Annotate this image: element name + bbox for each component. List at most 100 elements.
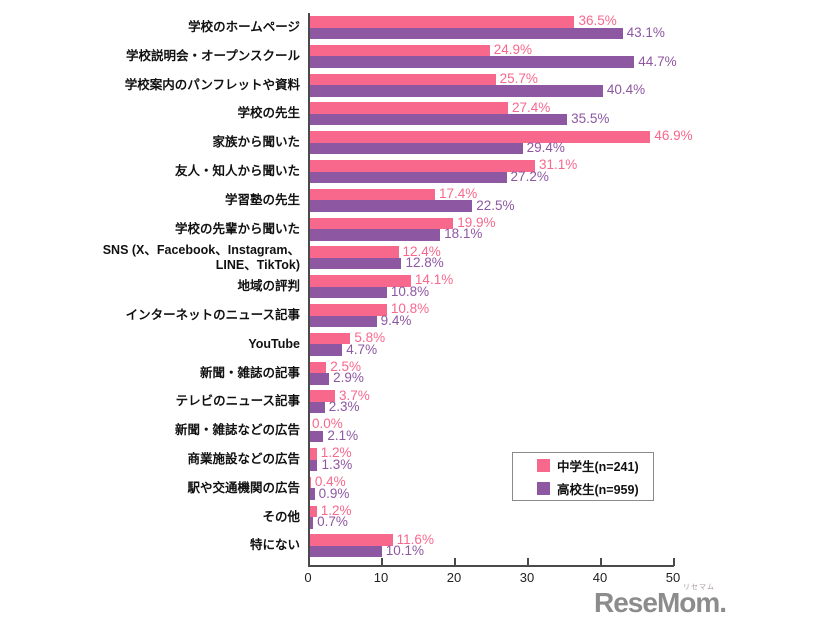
legend-swatch-1 <box>537 481 550 495</box>
bar-series-1 <box>308 171 507 183</box>
x-tick-label: 50 <box>665 570 681 585</box>
legend-label-0: 中学生(n=241) <box>557 459 639 474</box>
value-label-series-0: 36.5% <box>578 13 617 29</box>
bar-series-0 <box>308 73 496 86</box>
bar-series-1 <box>308 142 523 155</box>
value-label-series-1: 2.1% <box>327 427 359 443</box>
value-label-series-0: 24.9% <box>493 42 533 58</box>
bar-series-0 <box>308 102 509 114</box>
value-label-series-1: 22.5% <box>476 197 515 213</box>
bar-series-1 <box>308 373 330 385</box>
x-tick-mark <box>308 558 310 566</box>
resemom-logo: リセマム ReseMom. <box>594 581 727 619</box>
legend: 中学生(n=241) 高校生(n=959) <box>512 452 654 501</box>
bar-series-0 <box>308 390 335 402</box>
category-label: 学校のホームページ <box>188 20 300 34</box>
bar-series-1 <box>308 545 382 558</box>
value-label-series-1: 4.7% <box>346 341 378 357</box>
bar-series-1 <box>308 430 324 443</box>
bar-series-1 <box>308 401 325 414</box>
x-tick-label: 0 <box>304 570 312 585</box>
bar-series-1 <box>308 315 377 327</box>
category-label: 新聞・雑誌などの広告 <box>174 423 300 438</box>
value-label-series-0: 14.1% <box>414 272 454 288</box>
x-axis-line <box>308 565 674 567</box>
bar-series-0 <box>308 534 393 546</box>
value-label-series-0: 2.5% <box>330 358 362 374</box>
x-tick-label: 40 <box>592 570 608 585</box>
x-tick-mark <box>600 558 602 566</box>
bar-series-0 <box>308 217 454 230</box>
category-label: 学校の先生 <box>237 106 300 121</box>
legend-label-1: 高校生(n=959) <box>557 482 639 497</box>
bar-series-0 <box>308 16 575 28</box>
value-label-series-0: 0.4% <box>314 474 346 490</box>
value-label-series-1: 10.1% <box>385 543 424 559</box>
category-label: 特にない <box>249 538 300 553</box>
category-label: SNS (X、Facebook、Instagram、 LINE、TikTok) <box>102 242 300 272</box>
category-label: 家族から聞いた <box>212 135 300 150</box>
value-label-series-1: 10.8% <box>390 283 430 299</box>
value-label-series-0: 0.0% <box>312 416 343 432</box>
bar-series-0 <box>308 332 351 345</box>
x-tick-mark <box>381 558 383 566</box>
legend-item-0: 中学生(n=241) <box>537 456 653 475</box>
value-label-series-1: 35.5% <box>571 111 610 127</box>
x-tick-label: 10 <box>373 570 389 585</box>
bar-series-1 <box>308 113 568 126</box>
bar-series-0 <box>308 505 317 518</box>
value-label-series-1: 2.3% <box>328 399 360 415</box>
x-tick-label: 30 <box>519 570 535 585</box>
category-label: 学校説明会・オープンスクール <box>125 48 300 63</box>
value-label-series-1: 1.3% <box>321 456 353 472</box>
x-tick-label: 20 <box>446 570 462 585</box>
value-label-series-1: 29.4% <box>526 139 565 155</box>
bar-series-0 <box>308 246 399 258</box>
bar-series-0 <box>308 188 436 201</box>
value-label-series-1: 9.4% <box>380 312 412 328</box>
value-label-series-1: 44.7% <box>638 53 677 69</box>
category-label: 友人・知人から聞いた <box>174 164 300 178</box>
bar-series-0 <box>308 131 651 143</box>
bar-series-0 <box>308 44 490 57</box>
bar-series-1 <box>308 257 402 270</box>
legend-item-1: 高校生(n=959) <box>537 479 653 498</box>
logo-text: ReseMom. <box>594 587 727 618</box>
value-label-series-0: 1.2% <box>320 502 352 518</box>
logo-ruby-text: リセマム <box>683 584 715 591</box>
category-label: 学校の先輩から聞いた <box>174 221 300 236</box>
value-label-series-1: 40.4% <box>606 82 646 98</box>
value-label-series-1: 2.9% <box>333 370 364 386</box>
value-label-series-1: 18.1% <box>444 226 483 242</box>
bar-series-1 <box>308 286 387 299</box>
value-label-series-0: 12.4% <box>402 243 441 259</box>
value-label-series-0: 3.7% <box>339 387 370 403</box>
value-label-series-1: 27.2% <box>510 168 549 184</box>
bar-series-1 <box>308 85 603 97</box>
bar-series-1 <box>308 200 473 212</box>
x-tick-mark <box>527 558 529 566</box>
category-label: 地域の評判 <box>237 279 300 294</box>
bar-series-1 <box>308 27 623 39</box>
category-label: 学習塾の先生 <box>224 192 300 207</box>
category-label: 商業施設などの広告 <box>187 452 300 466</box>
bar-series-1 <box>308 517 314 529</box>
category-label: 駅や交通機関の広告 <box>187 480 300 495</box>
value-label-series-1: 12.8% <box>405 255 444 271</box>
bar-series-1 <box>308 56 635 68</box>
bar-series-1 <box>308 229 441 241</box>
value-label-series-0: 11.6% <box>396 531 434 547</box>
value-label-series-1: 0.9% <box>318 485 350 501</box>
value-label-series-0: 31.1% <box>539 157 578 173</box>
value-label-series-0: 1.2% <box>320 445 352 461</box>
value-label-series-0: 17.4% <box>439 186 478 202</box>
bar-series-0 <box>308 160 536 172</box>
bar-series-0 <box>308 361 327 374</box>
value-label-series-0: 27.4% <box>512 99 551 115</box>
category-label: YouTube <box>248 336 300 351</box>
bar-series-1 <box>308 344 343 356</box>
value-label-series-0: 10.8% <box>390 301 430 317</box>
value-label-series-0: 25.7% <box>499 70 538 86</box>
category-label: その他 <box>262 509 300 524</box>
